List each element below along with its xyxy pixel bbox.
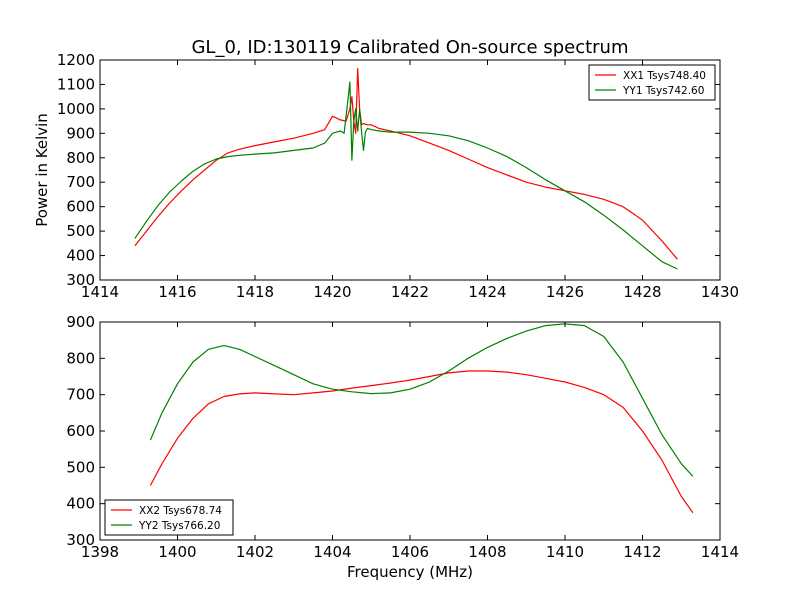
x-tick-label: 1424 [468, 283, 506, 301]
x-tick-label: 1408 [468, 543, 506, 561]
series-line-2 [149, 323, 694, 477]
legend-label-2: YY1 Tsys742.60 [622, 85, 704, 97]
y-tick-label: 1100 [57, 75, 95, 93]
legend-box [588, 64, 716, 101]
y-tick-label: 300 [66, 531, 95, 549]
y-tick-label: 800 [66, 349, 95, 367]
y-axis-label: Power in Kelvin [33, 113, 51, 227]
y-tick-label: 800 [66, 149, 95, 167]
x-tick-label: 1412 [623, 543, 661, 561]
y-tick-label: 400 [66, 495, 95, 513]
series-line-1 [149, 370, 694, 514]
y-tick-label: 300 [66, 271, 95, 289]
x-tick-label: 1430 [701, 283, 739, 301]
legend-label-1: XX1 Tsys748.40 [623, 70, 706, 82]
x-tick-label: 1426 [546, 283, 584, 301]
y-tick-label: 1200 [57, 51, 95, 69]
x-tick-label: 1414 [701, 543, 739, 561]
legend-label-2: YY2 Tsys766.20 [138, 520, 220, 532]
legend-box [104, 499, 234, 536]
legend: XX2 Tsys678.74 YY2 Tsys766.20 [104, 499, 234, 536]
x-tick-label: 1416 [158, 283, 196, 301]
y-tick-label: 900 [66, 313, 95, 331]
y-tick-label: 600 [66, 422, 95, 440]
y-tick-label: 500 [66, 458, 95, 476]
legend-label-1: XX2 Tsys678.74 [139, 505, 222, 517]
legend: XX1 Tsys748.40 YY1 Tsys742.60 [588, 64, 716, 101]
x-tick-label: 1422 [391, 283, 429, 301]
x-tick-label: 1404 [313, 543, 351, 561]
x-tick-label: 1418 [236, 283, 274, 301]
y-tick-label: 600 [66, 198, 95, 216]
y-tick-label: 400 [66, 247, 95, 265]
y-tick-label: 700 [66, 386, 95, 404]
top-spectrum-panel: 1414 1416 1418 1420 1422 1424 1426 1428 1430 300 4… [33, 51, 739, 301]
y-tick-label: 1000 [57, 100, 95, 118]
bottom-spectrum-panel: 1398 1400 1402 1404 1406 1408 1410 1412 1414 300 4… [66, 313, 739, 581]
x-tick-label: 1400 [158, 543, 196, 561]
x-tick-label: 1410 [546, 543, 584, 561]
x-tick-label: 1402 [236, 543, 274, 561]
x-tick-label: 1414 [81, 283, 119, 301]
figure-title: GL_0, ID:130119 Calibrated On-source spe… [191, 37, 628, 58]
y-tick-label: 900 [66, 124, 95, 142]
x-axis-label: Frequency (MHz) [347, 563, 473, 581]
y-tick-label: 500 [66, 222, 95, 240]
x-tick-label: 1428 [623, 283, 661, 301]
x-tick-label: 1406 [391, 543, 429, 561]
y-tick-label: 700 [66, 173, 95, 191]
x-tick-label: 1420 [313, 283, 351, 301]
x-tick-label: 1398 [81, 543, 119, 561]
series-line-2 [134, 81, 678, 270]
